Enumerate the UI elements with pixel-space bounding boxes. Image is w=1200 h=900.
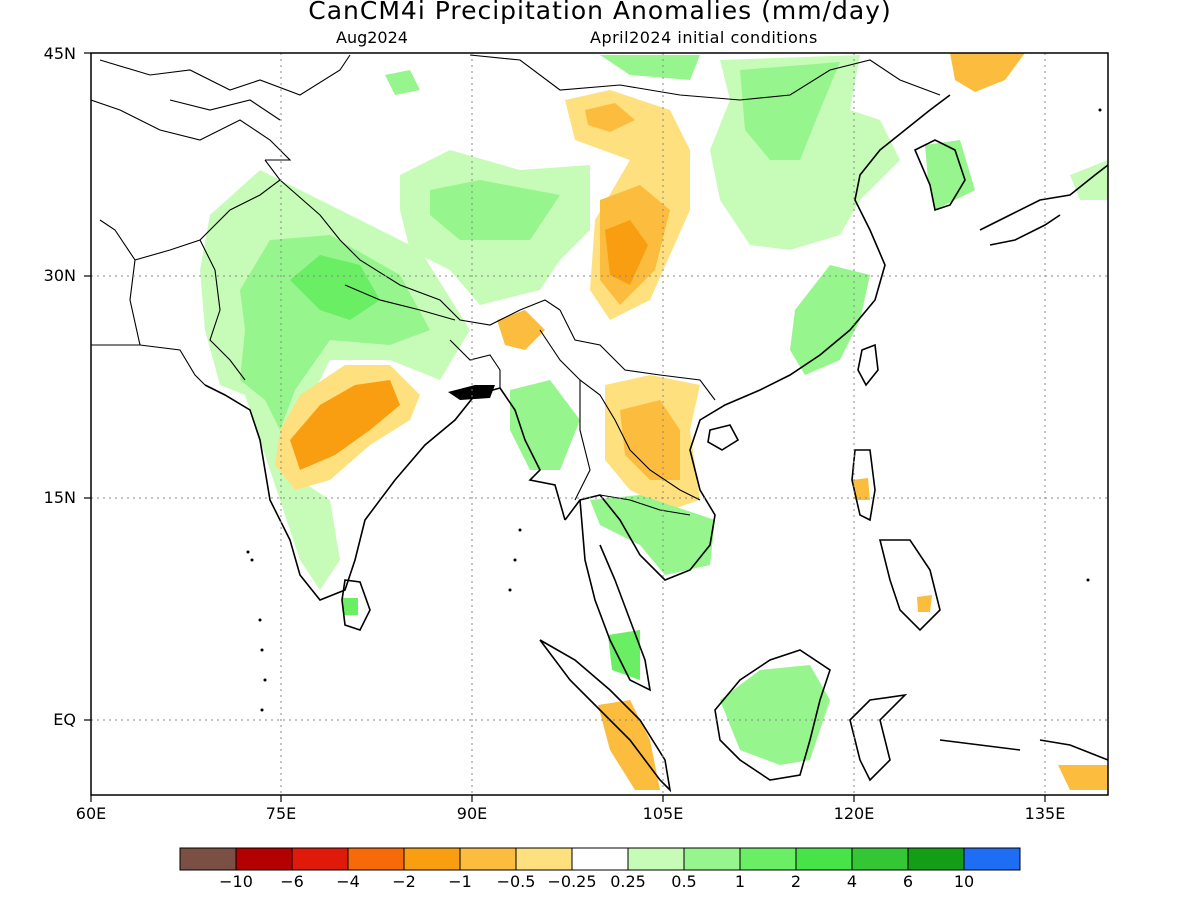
forecast-month: Aug2024 (336, 28, 408, 47)
colorbar-box (627, 847, 685, 871)
colorbar-box (963, 847, 1021, 871)
colorbar-box (795, 847, 853, 871)
colorbar-box (347, 847, 405, 871)
coastlines (204, 94, 1108, 793)
lon-label-75e: 75E (265, 804, 297, 823)
lat-label-eq: EQ (53, 710, 76, 729)
initial-conditions: April2024 initial conditions (590, 28, 818, 47)
anomaly-positive-north-china-core (740, 62, 840, 160)
colorbar-box (291, 847, 349, 871)
anomaly-positive-kazakh (600, 55, 700, 80)
anomaly-negative-new-guinea (1058, 765, 1108, 790)
colorbar-box (907, 847, 965, 871)
lon-label-120e: 120E (833, 804, 875, 823)
colorbar-label: −4 (336, 872, 360, 891)
anomaly-positive-sri-lanka (343, 598, 358, 615)
anomaly-positive-east-china (790, 265, 870, 375)
colorbar-box (459, 847, 517, 871)
anomaly-positive-cambodia (590, 495, 715, 575)
anomaly-negative-central-india-core (290, 380, 400, 470)
lon-label-105e: 105E (642, 804, 684, 823)
colorbar-label: 2 (790, 872, 802, 891)
colorbar-label: 0.25 (610, 872, 646, 891)
colorbar-box (235, 847, 293, 871)
anomaly-negative-mindanao (917, 595, 932, 612)
anomaly-positive-korea (925, 140, 975, 210)
country-borders (91, 54, 941, 516)
colorbar-label: 0.5 (671, 872, 697, 891)
colorbar-box (739, 847, 797, 871)
anomaly-negative-sumatra (598, 700, 660, 790)
anomaly-negative-laos-core (620, 400, 680, 480)
colorbar-label: 6 (902, 872, 914, 891)
anomaly-negative-korea-north (950, 53, 1025, 92)
islands (246, 108, 1102, 712)
axis-ticks (84, 52, 1046, 802)
colorbar-label: 1 (734, 872, 746, 891)
colorbar (179, 847, 1021, 871)
map-frame (90, 52, 1109, 796)
anomaly-positive-tibet-core (430, 180, 560, 240)
colorbar-box (403, 847, 461, 871)
anomaly-positive-northwest-india-core (240, 235, 430, 430)
lat-label-45n: 45N (43, 44, 76, 63)
colorbar-label: −2 (392, 872, 416, 891)
anomaly-negative-tibet-peak (605, 220, 648, 285)
colorbar-label: −0.25 (547, 872, 597, 891)
graticule (91, 53, 1108, 795)
anomaly-positive-myanmar (510, 380, 580, 470)
anomaly-negative-assam (497, 310, 545, 350)
anomaly-shading (200, 53, 1108, 790)
colorbar-box (851, 847, 909, 871)
delta-mark (448, 385, 495, 400)
colorbar-label: 10 (953, 872, 975, 891)
lon-label-60e: 60E (75, 804, 107, 823)
anomaly-negative-qinghai (585, 103, 635, 132)
lon-label-135e: 135E (1024, 804, 1066, 823)
anomaly-positive-malaya (608, 630, 640, 680)
colorbar-box (571, 847, 629, 871)
colorbar-box (515, 847, 573, 871)
anomaly-positive-mongolia (385, 70, 420, 95)
anomaly-positive-borneo (720, 665, 830, 765)
anomaly-negative-luzon (852, 478, 870, 500)
colorbar-label: −10 (219, 872, 253, 891)
colorbar-label: −6 (280, 872, 304, 891)
lon-label-90e: 90E (456, 804, 488, 823)
lat-label-15n: 15N (43, 488, 76, 507)
map-title: CanCM4i Precipitation Anomalies (mm/day) (308, 0, 892, 25)
anomaly-positive-northwest-india-peak (290, 255, 380, 320)
lat-label-30n: 30N (43, 266, 76, 285)
colorbar-label: −0.5 (496, 872, 536, 891)
colorbar-label: 4 (846, 872, 858, 891)
colorbar-box (683, 847, 741, 871)
colorbar-label: −1 (448, 872, 472, 891)
colorbar-box (179, 847, 237, 871)
